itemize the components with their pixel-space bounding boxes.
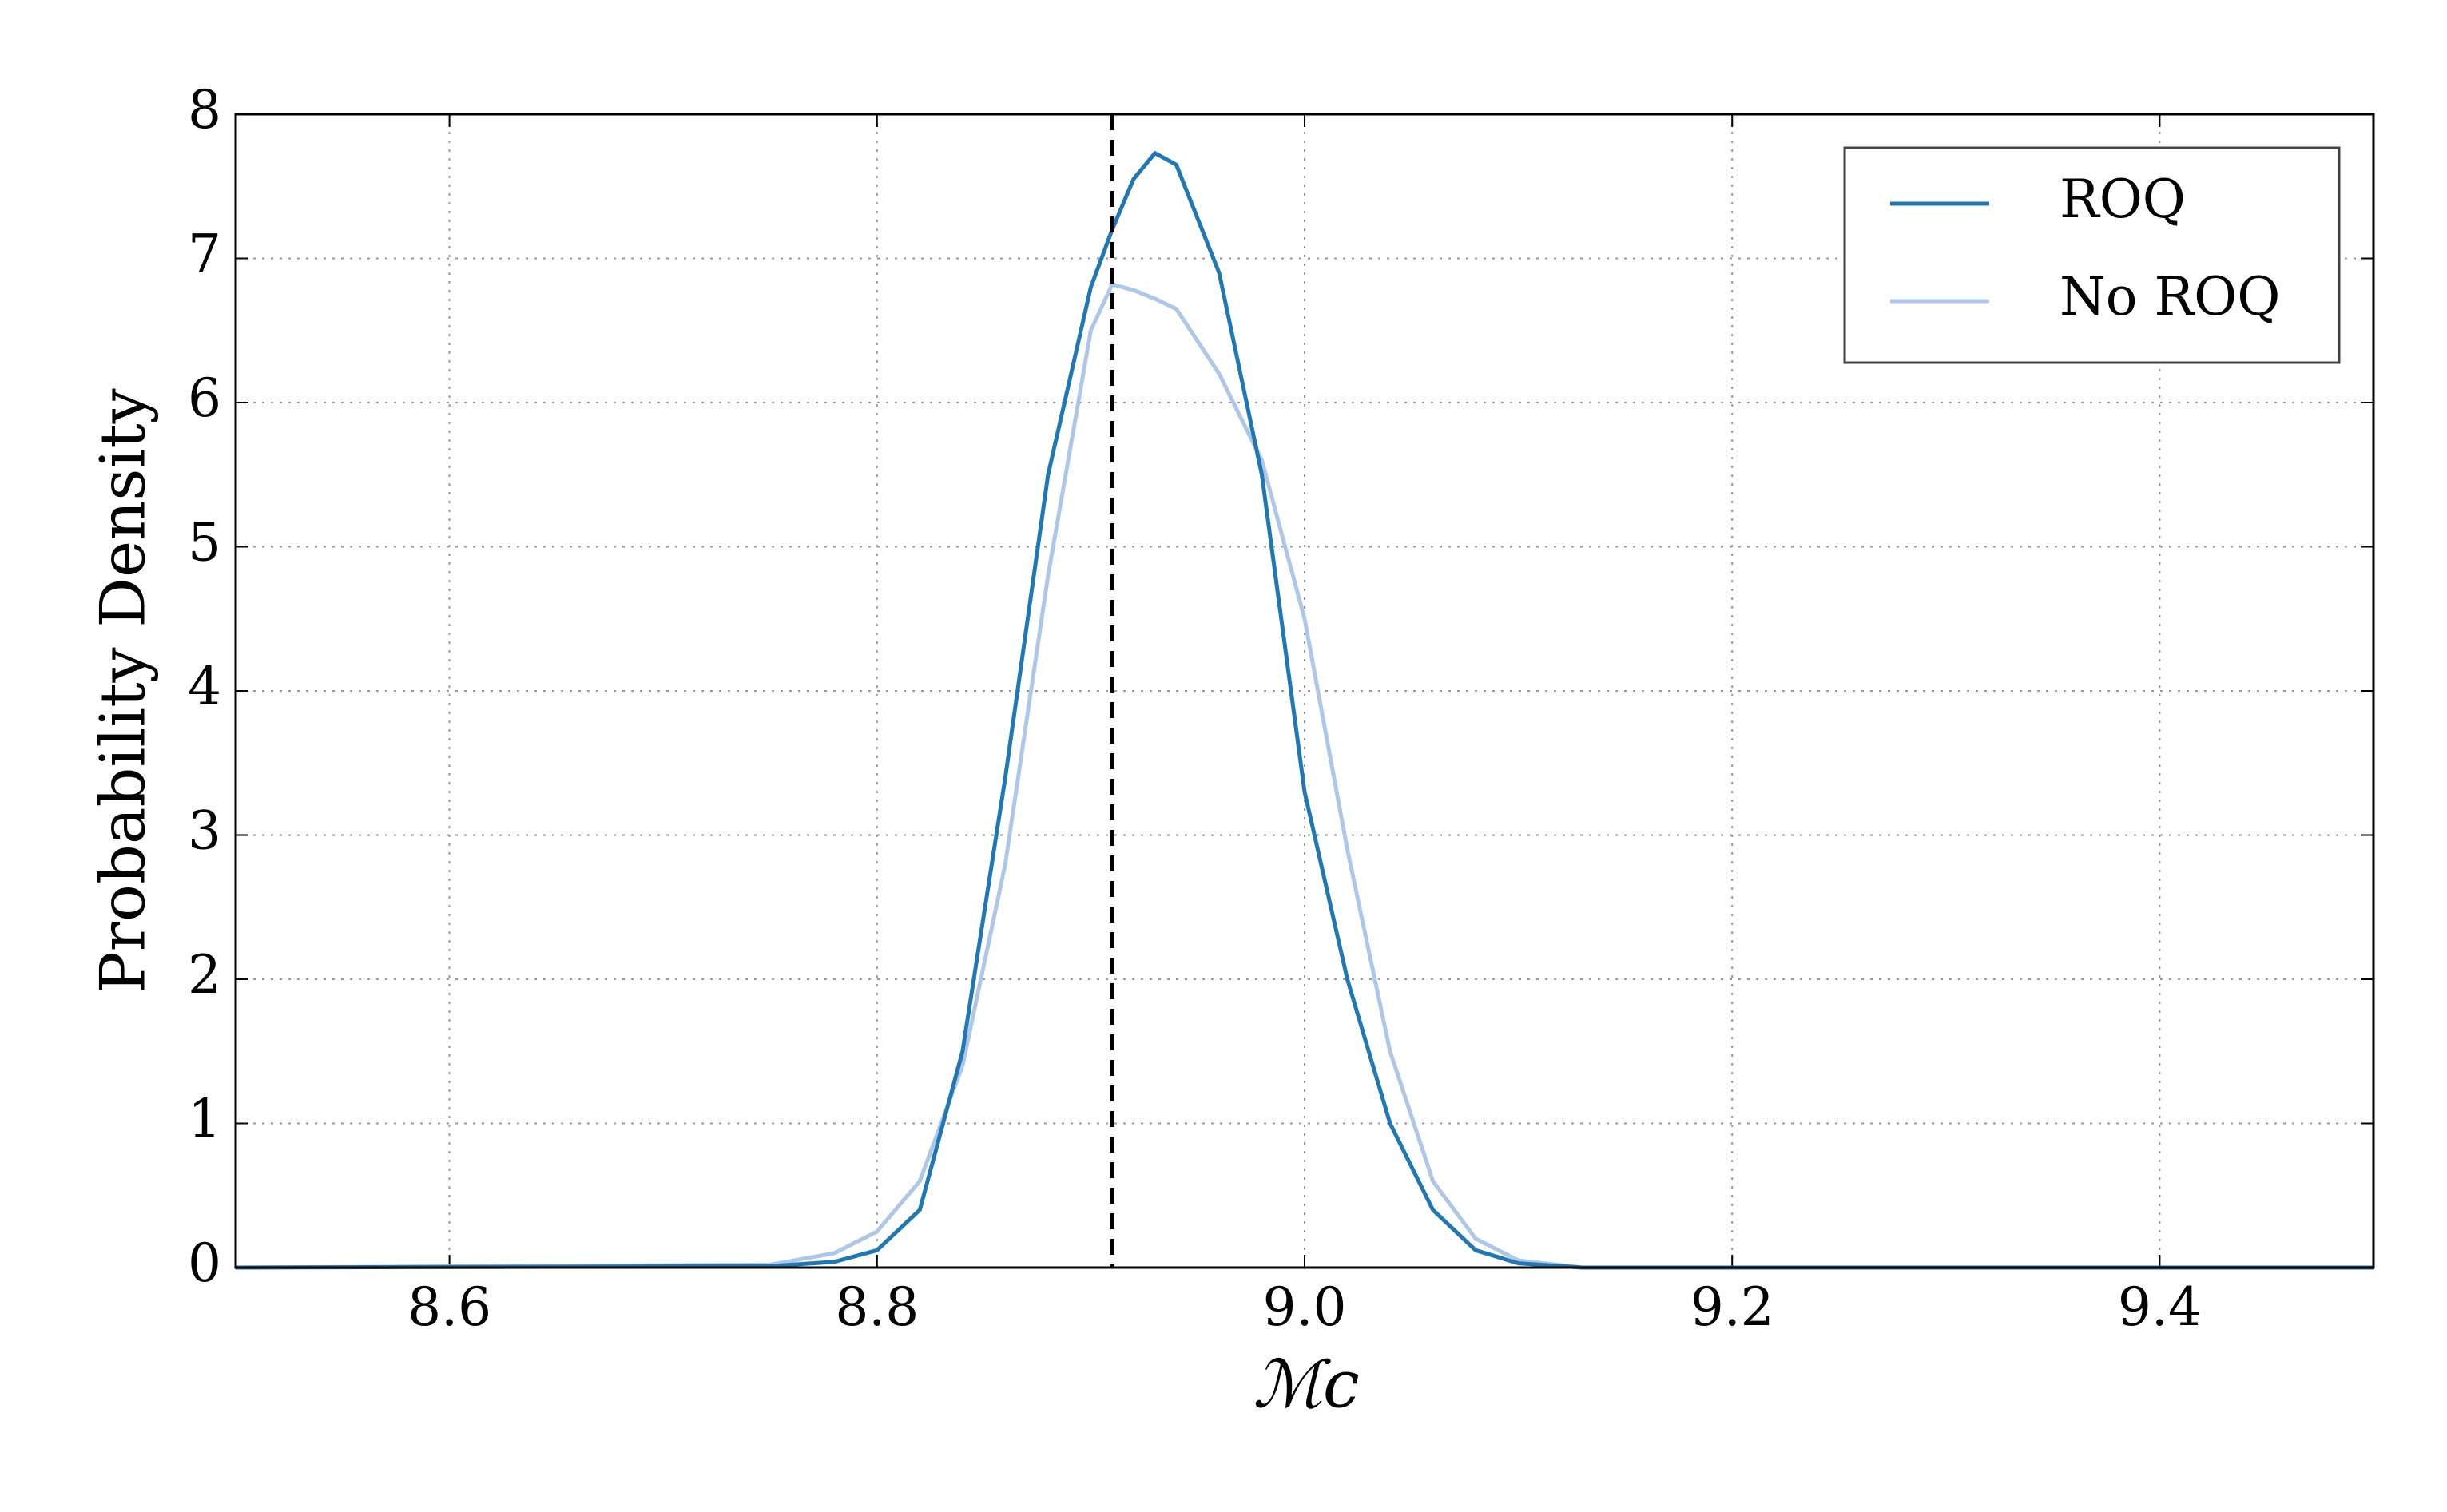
y-axis-label: Probability Density — [88, 388, 160, 993]
y-tick-label: 1 — [188, 1089, 221, 1150]
data-line — [235, 282, 2374, 1270]
x-tick-label: 9.4 — [2118, 1276, 2202, 1338]
y-tick-label: 7 — [188, 224, 221, 285]
x-axis-label: ℳc — [1253, 1347, 1360, 1423]
y-tick-label: 3 — [188, 800, 221, 862]
data-line — [235, 151, 2374, 1270]
y-tick-label: 8 — [188, 79, 221, 141]
x-tick-label: 9.2 — [1690, 1276, 1774, 1338]
y-tick-label: 2 — [188, 944, 221, 1006]
x-tick-label: 8.6 — [407, 1276, 491, 1338]
x-tick-label: 8.8 — [835, 1276, 919, 1338]
x-tick-label: 9.0 — [1263, 1276, 1347, 1338]
legend-box — [1843, 146, 2341, 364]
y-tick-label: 4 — [188, 656, 221, 717]
y-tick-label: 5 — [188, 512, 221, 573]
legend-label: No ROQ — [2060, 266, 2280, 327]
y-tick-label: 6 — [188, 367, 221, 429]
y-tick-label: 0 — [188, 1232, 221, 1294]
legend-label: ROQ — [2060, 169, 2186, 230]
plot-frame — [234, 113, 2375, 1269]
